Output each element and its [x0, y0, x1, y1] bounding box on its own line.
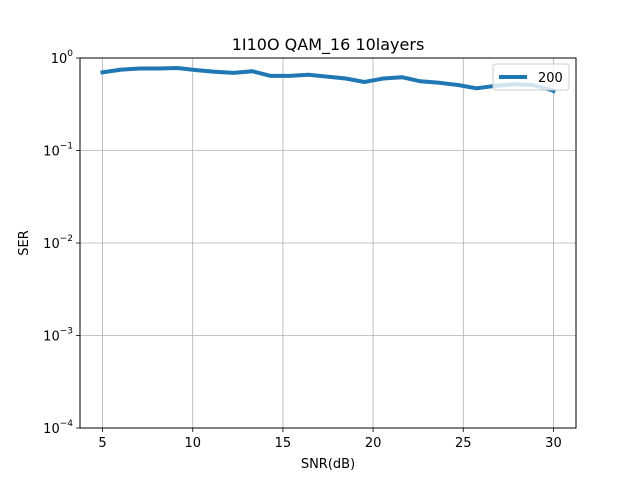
x-tick-label: 15	[275, 436, 292, 451]
legend: 200	[492, 63, 570, 91]
y-tick-base: 10	[43, 237, 60, 252]
y-tick-label: 10−3	[43, 327, 73, 345]
x-tick-label: 25	[455, 436, 472, 451]
x-tick-label: 20	[365, 436, 382, 451]
x-axis: 5 10 15 20 25 30	[98, 428, 562, 451]
y-tick-exponent: −2	[60, 234, 73, 244]
y-tick-base: 10	[43, 330, 60, 345]
y-tick-exponent: 0	[67, 49, 73, 59]
y-tick-base: 10	[43, 422, 60, 437]
x-axis-label: SNR(dB)	[301, 457, 355, 472]
legend-label-200: 200	[538, 71, 563, 86]
grid	[80, 57, 576, 429]
x-tick-label: 5	[98, 436, 106, 451]
y-tick-base: 10	[51, 52, 68, 67]
y-axis-label: SER	[17, 230, 32, 256]
y-tick-exponent: −1	[60, 142, 73, 152]
y-tick-label: 100	[51, 49, 74, 67]
y-tick-exponent: −3	[60, 327, 73, 337]
y-tick-label: 10−4	[43, 419, 73, 437]
chart-title: 1I10O QAM_16 10layers	[232, 35, 425, 55]
x-tick-label: 30	[545, 436, 562, 451]
y-tick-label: 10−2	[43, 234, 73, 252]
y-tick-exponent: −4	[60, 419, 74, 429]
x-tick-label: 10	[184, 436, 201, 451]
series-line-200	[100, 66, 557, 94]
series-layer	[100, 66, 557, 94]
y-tick-label: 10−1	[43, 142, 73, 160]
legend-box	[492, 63, 570, 91]
y-tick-base: 10	[43, 145, 60, 160]
